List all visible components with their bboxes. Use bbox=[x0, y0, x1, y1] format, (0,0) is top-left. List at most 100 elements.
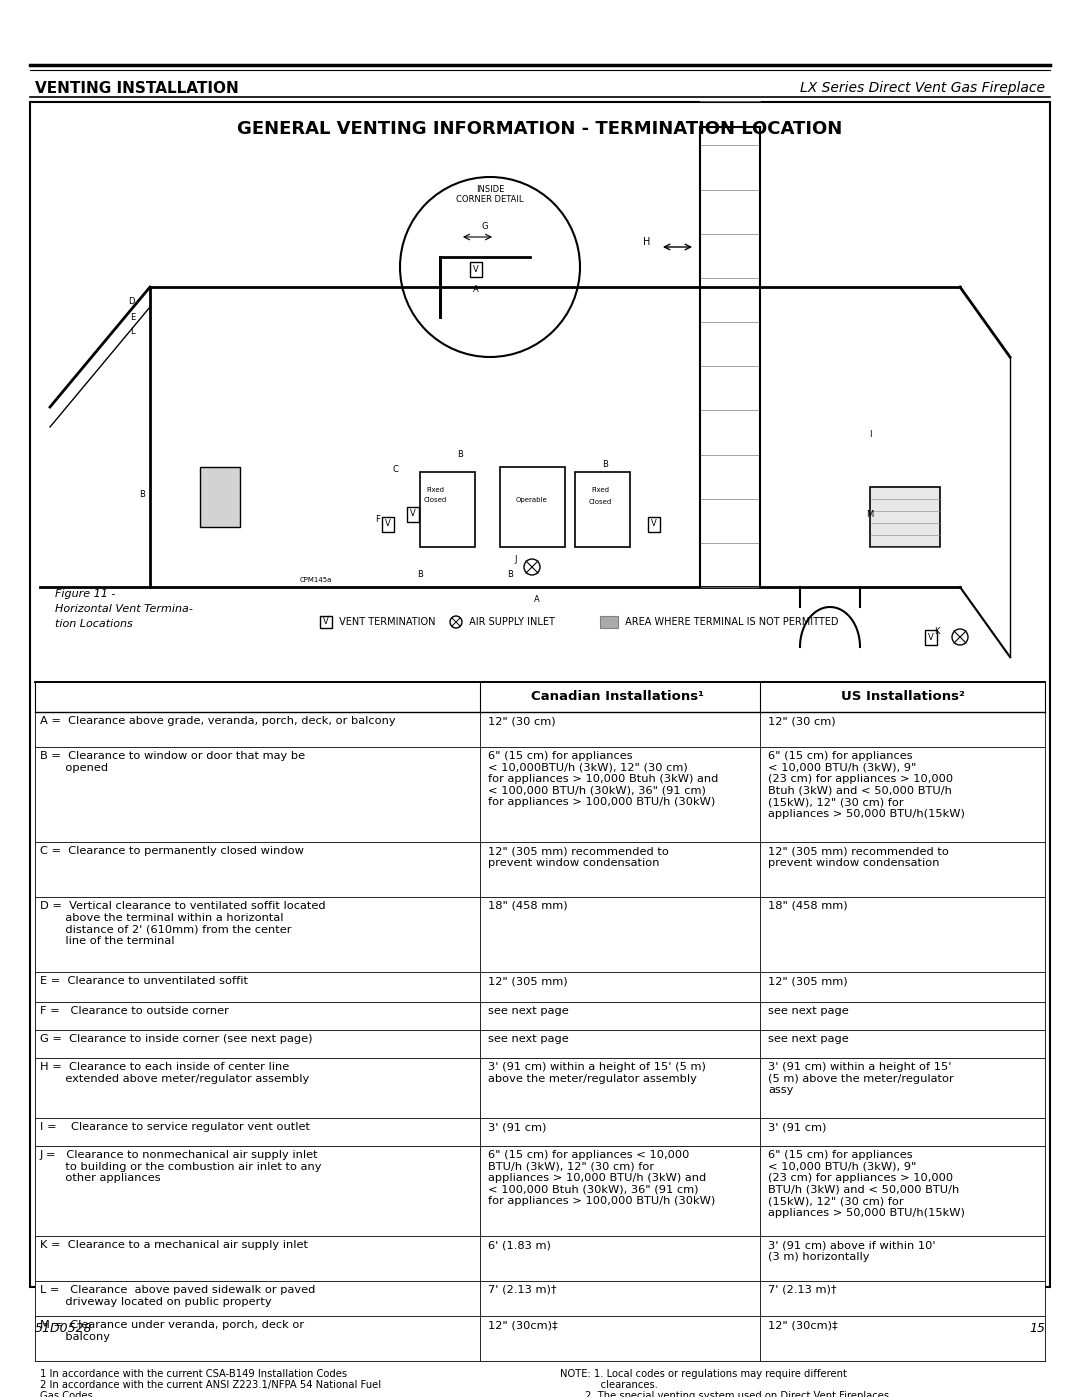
Text: Fixed: Fixed bbox=[426, 488, 444, 493]
Circle shape bbox=[951, 629, 968, 645]
Bar bbox=[35, 1146, 1045, 1236]
Text: B: B bbox=[417, 570, 423, 578]
Text: K: K bbox=[934, 627, 940, 636]
Text: B: B bbox=[508, 570, 513, 578]
Circle shape bbox=[400, 177, 580, 358]
Text: G =  Clearance to inside corner (see next page): G = Clearance to inside corner (see next… bbox=[40, 1034, 312, 1044]
Text: B: B bbox=[139, 490, 145, 499]
Text: 6" (15 cm) for appliances
< 10,000BTU/h (3kW), 12" (30 cm)
for appliances > 10,0: 6" (15 cm) for appliances < 10,000BTU/h … bbox=[488, 752, 718, 807]
Text: H =  Clearance to each inside of center line
       extended above meter/regulat: H = Clearance to each inside of center l… bbox=[40, 1062, 309, 1084]
Text: US Installations²: US Installations² bbox=[840, 690, 964, 703]
Text: I =    Clearance to service regulator vent outlet: I = Clearance to service regulator vent … bbox=[40, 1122, 310, 1132]
Text: A: A bbox=[473, 285, 478, 293]
Circle shape bbox=[524, 559, 540, 576]
Bar bbox=[35, 1030, 1045, 1058]
Text: L =   Clearance  above paved sidewalk or paved
       driveway located on public: L = Clearance above paved sidewalk or pa… bbox=[40, 1285, 315, 1306]
Bar bbox=[600, 616, 618, 629]
Text: V: V bbox=[473, 264, 478, 274]
Text: Horizontal Vent Termina-: Horizontal Vent Termina- bbox=[55, 604, 193, 615]
Text: Gas Codes: Gas Codes bbox=[40, 1391, 93, 1397]
Text: 6" (15 cm) for appliances
< 10,000 BTU/h (3kW), 9"
(23 cm) for appliances > 10,0: 6" (15 cm) for appliances < 10,000 BTU/h… bbox=[768, 1150, 964, 1218]
Bar bbox=[35, 1002, 1045, 1030]
Text: 6' (1.83 m): 6' (1.83 m) bbox=[488, 1241, 551, 1250]
Text: 12" (305 mm) recommended to
prevent window condensation: 12" (305 mm) recommended to prevent wind… bbox=[488, 847, 669, 868]
Text: Closed: Closed bbox=[589, 499, 611, 504]
Text: 3' (91 cm) within a height of 15'
(5 m) above the meter/regulator
assy: 3' (91 cm) within a height of 15' (5 m) … bbox=[768, 1062, 954, 1095]
Bar bbox=[35, 1236, 1045, 1281]
Text: tion Locations: tion Locations bbox=[55, 619, 133, 629]
Text: 12" (305 mm) recommended to
prevent window condensation: 12" (305 mm) recommended to prevent wind… bbox=[768, 847, 949, 868]
Text: D =  Vertical clearance to ventilated soffit located
       above the terminal w: D = Vertical clearance to ventilated sof… bbox=[40, 901, 326, 946]
Text: G: G bbox=[482, 222, 488, 231]
Text: B: B bbox=[457, 450, 463, 460]
Bar bbox=[320, 616, 332, 629]
Bar bbox=[35, 897, 1045, 972]
Text: K =  Clearance to a mechanical air supply inlet: K = Clearance to a mechanical air supply… bbox=[40, 1241, 308, 1250]
Text: 3' (91 cm): 3' (91 cm) bbox=[488, 1122, 546, 1132]
Bar bbox=[575, 472, 630, 548]
Bar bbox=[407, 507, 419, 522]
Bar bbox=[870, 488, 940, 548]
Text: A: A bbox=[535, 595, 540, 604]
Text: CORNER DETAIL: CORNER DETAIL bbox=[456, 196, 524, 204]
Text: CPM145a: CPM145a bbox=[300, 577, 333, 583]
Text: Closed: Closed bbox=[423, 497, 447, 503]
Bar bbox=[35, 1281, 1045, 1316]
Bar bbox=[35, 1316, 1045, 1361]
Circle shape bbox=[450, 616, 462, 629]
Text: 3' (91 cm) above if within 10'
(3 m) horizontally: 3' (91 cm) above if within 10' (3 m) hor… bbox=[768, 1241, 935, 1261]
Text: Operable: Operable bbox=[516, 497, 548, 503]
Text: V: V bbox=[928, 633, 934, 641]
Text: AREA WHERE TERMINAL IS NOT PERMITTED: AREA WHERE TERMINAL IS NOT PERMITTED bbox=[622, 617, 838, 627]
Text: H: H bbox=[643, 237, 650, 247]
Text: V: V bbox=[386, 520, 391, 528]
Text: J =   Clearance to nonmechanical air supply inlet
       to building or the comb: J = Clearance to nonmechanical air suppl… bbox=[40, 1150, 322, 1183]
Text: 12" (305 mm): 12" (305 mm) bbox=[488, 977, 568, 986]
Text: L: L bbox=[131, 327, 135, 337]
Bar bbox=[924, 630, 937, 645]
Text: NOTE: 1. Local codes or regulations may require different: NOTE: 1. Local codes or regulations may … bbox=[561, 1369, 847, 1379]
Bar bbox=[35, 972, 1045, 1002]
Text: 3' (91 cm): 3' (91 cm) bbox=[768, 1122, 826, 1132]
Text: C =  Clearance to permanently closed window: C = Clearance to permanently closed wind… bbox=[40, 847, 303, 856]
Text: 12" (30cm)‡: 12" (30cm)‡ bbox=[488, 1320, 557, 1330]
Text: V: V bbox=[410, 510, 416, 518]
Text: GENERAL VENTING INFORMATION - TERMINATION LOCATION: GENERAL VENTING INFORMATION - TERMINATIO… bbox=[238, 120, 842, 138]
Text: F: F bbox=[375, 515, 380, 524]
Text: 6" (15 cm) for appliances
< 10,000 BTU/h (3kW), 9"
(23 cm) for appliances > 10,0: 6" (15 cm) for appliances < 10,000 BTU/h… bbox=[768, 752, 964, 819]
Text: AIR SUPPLY INLET: AIR SUPPLY INLET bbox=[465, 617, 555, 627]
Text: D: D bbox=[129, 298, 135, 306]
Text: 51D0528: 51D0528 bbox=[35, 1322, 93, 1336]
Text: Canadian Installations¹: Canadian Installations¹ bbox=[531, 690, 704, 703]
Text: B =  Clearance to window or door that may be
       opened: B = Clearance to window or door that may… bbox=[40, 752, 306, 773]
Text: M: M bbox=[866, 510, 874, 520]
Text: VENTING INSTALLATION: VENTING INSTALLATION bbox=[35, 81, 239, 96]
Bar bbox=[35, 712, 1045, 747]
Text: 3' (91 cm) within a height of 15' (5 m)
above the meter/regulator assembly: 3' (91 cm) within a height of 15' (5 m) … bbox=[488, 1062, 706, 1084]
Text: 15: 15 bbox=[1029, 1322, 1045, 1336]
Text: F =   Clearance to outside corner: F = Clearance to outside corner bbox=[40, 1006, 229, 1016]
Bar bbox=[200, 467, 240, 527]
Text: 18" (458 mm): 18" (458 mm) bbox=[768, 901, 848, 911]
Text: E: E bbox=[130, 313, 135, 321]
Text: 12" (30 cm): 12" (30 cm) bbox=[488, 717, 555, 726]
Text: clearances.: clearances. bbox=[561, 1380, 658, 1390]
Text: 7' (2.13 m)†: 7' (2.13 m)† bbox=[488, 1285, 556, 1295]
Bar bbox=[648, 517, 660, 532]
Bar bbox=[420, 472, 475, 548]
Text: LX Series Direct Vent Gas Fireplace: LX Series Direct Vent Gas Fireplace bbox=[800, 81, 1045, 95]
Text: see next page: see next page bbox=[488, 1006, 569, 1016]
Text: C: C bbox=[392, 465, 397, 474]
Text: J: J bbox=[514, 555, 517, 564]
Text: V: V bbox=[323, 617, 329, 626]
Text: 12" (305 mm): 12" (305 mm) bbox=[768, 977, 848, 986]
Text: Fixed: Fixed bbox=[591, 488, 609, 493]
Bar bbox=[35, 747, 1045, 842]
Bar bbox=[470, 263, 482, 277]
Text: 12" (30 cm): 12" (30 cm) bbox=[768, 717, 836, 726]
Text: see next page: see next page bbox=[768, 1034, 849, 1044]
Bar bbox=[382, 517, 394, 532]
Text: INSIDE: INSIDE bbox=[476, 184, 504, 194]
Text: see next page: see next page bbox=[768, 1006, 849, 1016]
Text: A =  Clearance above grade, veranda, porch, deck, or balcony: A = Clearance above grade, veranda, porc… bbox=[40, 717, 395, 726]
